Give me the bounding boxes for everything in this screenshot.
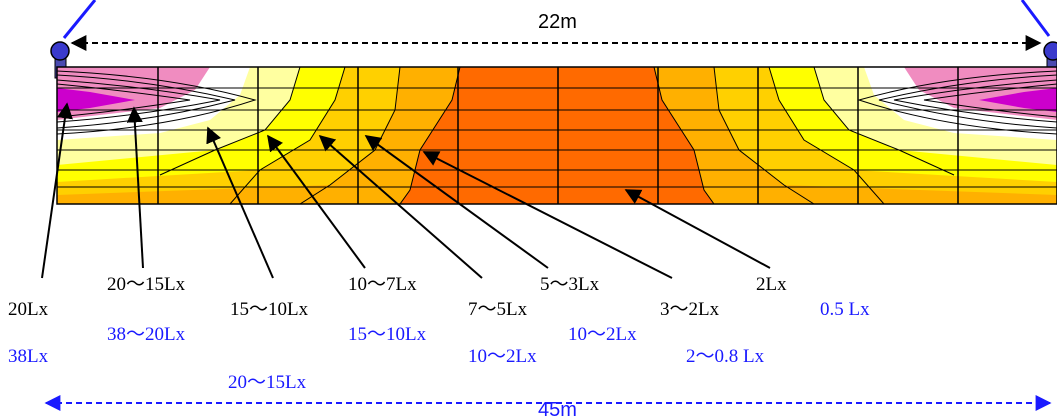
lamp-arrow-right <box>1020 0 1051 37</box>
label-blue-2-08lx: 2〜0.8 Lx <box>686 346 765 367</box>
leader-20lx <box>41 102 73 279</box>
label-10-7lx: 10〜7Lx <box>348 274 417 295</box>
label-5-3lx: 5〜3Lx <box>540 274 600 295</box>
label-blue-15-10lx: 15〜10Lx <box>348 324 427 345</box>
label-blue-38lx: 38Lx <box>8 346 49 367</box>
label-15-10lx: 15〜10Lx <box>230 299 309 320</box>
label-20-15lx: 20〜15Lx <box>107 274 186 295</box>
lamp-arrow-left <box>62 0 97 39</box>
label-7-5lx: 7〜5Lx <box>468 299 528 320</box>
leader-arrows <box>41 102 771 279</box>
label-blue-05lx: 0.5 Lx <box>820 299 870 320</box>
label-blue-10-2lx-b: 10〜2Lx <box>568 324 637 345</box>
label-blue-38-20lx: 38〜20Lx <box>107 324 186 345</box>
label-blue-10-2lx-a: 10〜2Lx <box>468 346 537 367</box>
label-3-2lx: 3〜2Lx <box>660 299 720 320</box>
illuminance-field <box>57 67 1057 204</box>
leader-5-3lx <box>364 135 549 269</box>
dimension-top-label: 22m <box>538 11 577 33</box>
dimension-bottom-label: 45m <box>538 399 577 417</box>
leader-15-10lx <box>206 126 274 279</box>
leader-20-15lx <box>126 106 144 269</box>
label-2lx: 2Lx <box>756 274 787 295</box>
field-border <box>56 66 1057 205</box>
label-blue-20-15lx: 20〜15Lx <box>228 372 307 393</box>
leader-7-5lx <box>318 134 483 279</box>
leader-2lx <box>624 189 771 269</box>
leader-10-7lx <box>267 134 366 269</box>
leader-3-2lx <box>422 151 673 279</box>
label-20lx: 20Lx <box>8 299 49 320</box>
